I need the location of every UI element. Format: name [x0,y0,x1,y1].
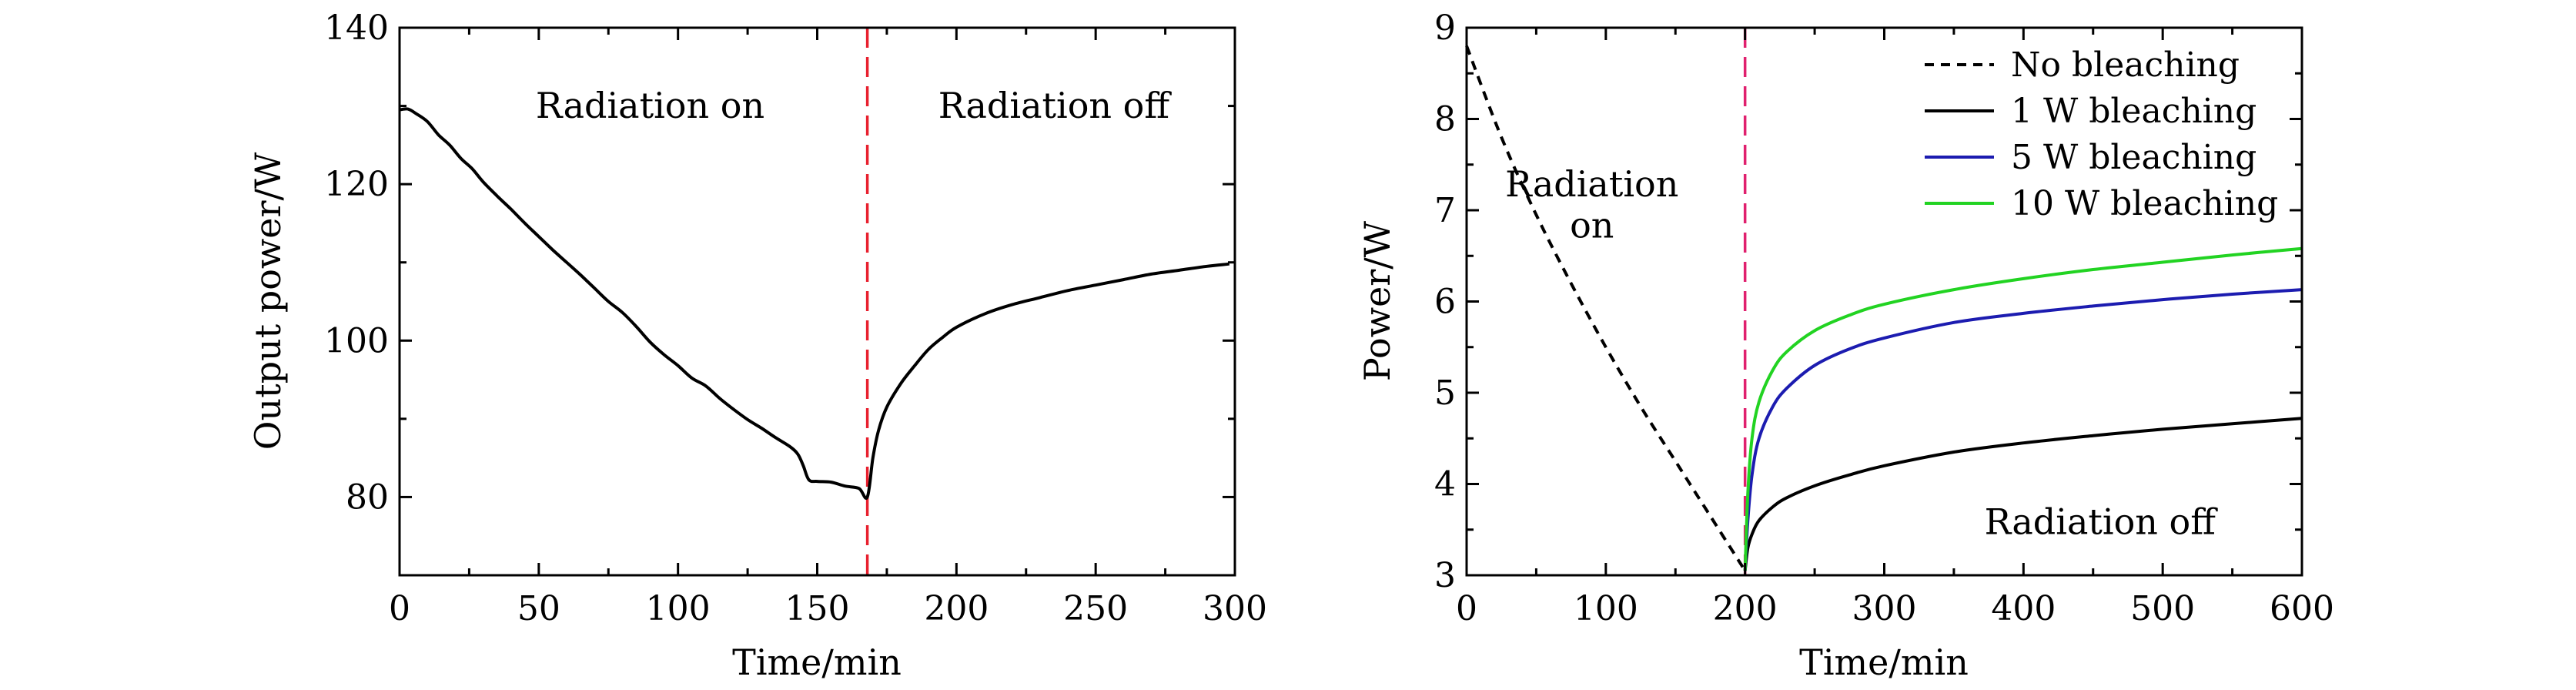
right-x-tick-label: 600 [2270,589,2334,628]
right-annotation-on: on [1570,205,1614,246]
legend-label-2: 5 W bleaching [2011,138,2257,177]
right-x-axis-label: Time/min [1799,641,1969,683]
left-y-tick-label: 120 [324,165,389,204]
legend-label-0: No bleaching [2011,45,2240,85]
left-x-tick-label: 100 [646,589,711,628]
right-ticks [1465,26,2303,577]
right-y-tick-label: 7 [1434,191,1456,230]
right-y-tick-label: 3 [1434,556,1456,595]
legend-label-3: 10 W bleaching [2011,184,2278,223]
left-y-tick-label: 100 [324,321,389,360]
left-y-tick-label: 80 [346,477,389,517]
right-y-tick-label: 5 [1434,373,1456,413]
left-series-line-0 [399,107,1230,500]
right-y-axis-label: Power/W [1357,220,1398,381]
left-x-tick-label: 50 [517,589,560,628]
right-y-tick-label: 9 [1434,8,1456,48]
left-y-tick-label: 140 [324,8,389,48]
left-ticks [398,26,1236,577]
left-x-tick-label: 300 [1203,589,1267,628]
left-x-tick-label: 150 [785,589,850,628]
right-y-tick-label: 6 [1434,283,1456,322]
right-x-tick-label: 400 [1991,589,2056,628]
right-plot-content [1465,28,2303,575]
legend-label-1: 1 W bleaching [2011,92,2257,131]
left-plot-content [399,28,1230,575]
right-x-tick-label: 0 [1456,589,1477,628]
right-x-tick-label: 500 [2130,589,2195,628]
chart-left: 0 50 100 150 200 250 300 80 100 120 140 Time/min O… [247,8,1267,683]
right-annotation-radiation-off: Radiation off [1985,501,2219,543]
right-y-tick-label: 8 [1434,100,1456,139]
left-x-tick-label: 250 [1063,589,1128,628]
right-annotation-radiation: Radiation [1505,163,1678,205]
right-series-line-0 [1465,45,1747,572]
right-y-tick-label: 4 [1434,465,1456,504]
right-series-line-3 [1743,246,2303,571]
right-legend: No bleaching 1 W bleaching 5 W bleaching 10… [1925,45,2278,223]
left-tick-labels: 0 50 100 150 200 250 300 80 100 120 140 [324,8,1267,628]
left-annotation-radiation-off: Radiation off [938,85,1173,126]
left-x-tick-label: 200 [924,589,989,628]
left-annotation-radiation-on: Radiation on [536,85,764,126]
right-tick-labels: 0 100 200 300 400 500 600 3 4 5 6 7 8 9 [1434,8,2334,628]
right-x-tick-label: 300 [1852,589,1917,628]
chart-right: 0 100 200 300 400 500 600 3 4 5 6 7 8 9 Time/min Powe… [1357,8,2334,683]
right-x-tick-label: 200 [1713,589,1778,628]
right-series-line-2 [1743,288,2303,571]
right-series-line-1 [1743,417,2303,571]
left-x-tick-label: 0 [389,589,410,628]
right-x-tick-label: 100 [1574,589,1638,628]
left-y-axis-label: Output power/W [247,152,289,450]
left-x-axis-label: Time/min [732,641,902,683]
